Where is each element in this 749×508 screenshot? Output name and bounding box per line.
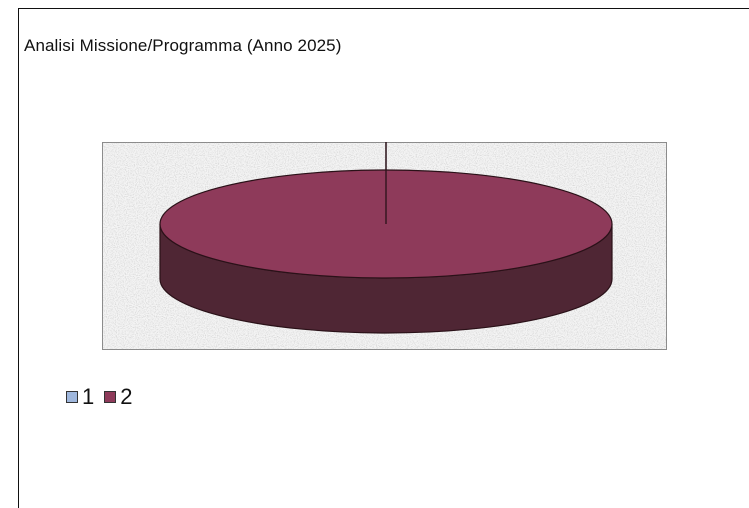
- legend-label-1: 1: [82, 384, 95, 409]
- pie-chart: [102, 142, 667, 350]
- legend-label-2: 2: [120, 384, 133, 409]
- chart-title: Analisi Missione/Programma (Anno 2025): [24, 36, 342, 55]
- legend-item-1: 1: [66, 386, 94, 408]
- legend-swatch-1: [66, 391, 78, 403]
- legend-swatch-2: [104, 391, 117, 403]
- legend-item-2: 2: [104, 384, 133, 409]
- pie-group: [159, 142, 613, 334]
- plot-area: [102, 142, 667, 350]
